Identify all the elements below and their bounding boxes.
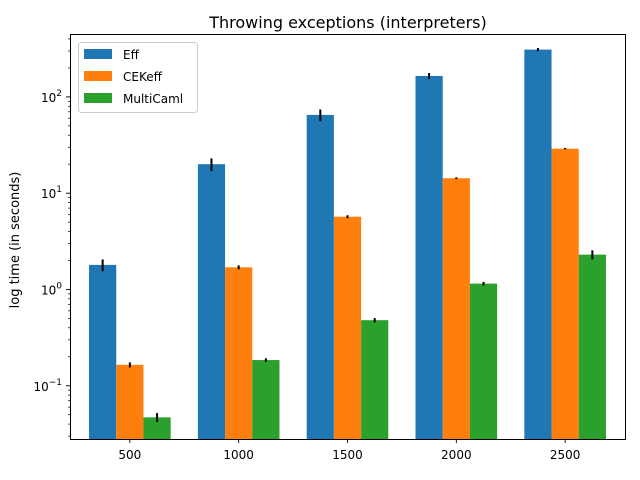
y-axis: 10−1 100 101 102 xyxy=(33,38,70,437)
bar-multicaml-2500 xyxy=(578,254,606,439)
y-tick-label: 100 xyxy=(41,281,62,297)
legend-label-cekeff: CEKeff xyxy=(123,70,163,84)
legend-swatch-eff xyxy=(84,49,112,59)
legend-swatch-multicaml xyxy=(84,93,112,103)
bar-cekeff-1500 xyxy=(333,216,362,439)
bar-multicaml-500 xyxy=(143,417,171,439)
y-tick-label: 101 xyxy=(41,185,62,201)
bar-eff-1000 xyxy=(197,164,226,439)
legend: Eff CEKeff MultiCaml xyxy=(78,42,198,113)
bar-eff-2000 xyxy=(415,75,443,439)
y-tick-label: 102 xyxy=(41,89,62,105)
bar-cekeff-2000 xyxy=(442,178,470,440)
bar-eff-500 xyxy=(89,264,117,439)
bar-eff-2500 xyxy=(524,49,552,440)
bar-multicaml-1000 xyxy=(252,360,280,439)
bar-cekeff-2500 xyxy=(551,148,579,439)
bar-cekeff-500 xyxy=(116,364,144,439)
x-tick-label: 2000 xyxy=(441,448,472,462)
legend-swatch-cekeff xyxy=(84,71,112,81)
bar-multicaml-1500 xyxy=(361,320,389,439)
bar-cekeff-1000 xyxy=(225,267,253,439)
x-tick-label: 1500 xyxy=(332,448,363,462)
x-tick-label: 500 xyxy=(118,448,141,462)
x-tick-label: 2500 xyxy=(550,448,581,462)
chart-title: Throwing exceptions (interpreters) xyxy=(208,13,486,32)
x-axis: 500 1000 1500 2000 2500 xyxy=(118,439,580,462)
x-tick-label: 1000 xyxy=(223,448,254,462)
y-tick-label: 10−1 xyxy=(33,378,62,394)
bar-eff-1500 xyxy=(306,114,334,440)
bars-layer xyxy=(89,49,606,440)
plot-frame xyxy=(70,34,626,440)
y-axis-label: log time (in seconds) xyxy=(8,172,23,309)
bar-multicaml-2000 xyxy=(469,283,498,439)
error-bars-layer xyxy=(101,47,594,423)
legend-label-multicaml: MultiCaml xyxy=(123,92,183,106)
legend-label-eff: Eff xyxy=(123,48,140,62)
